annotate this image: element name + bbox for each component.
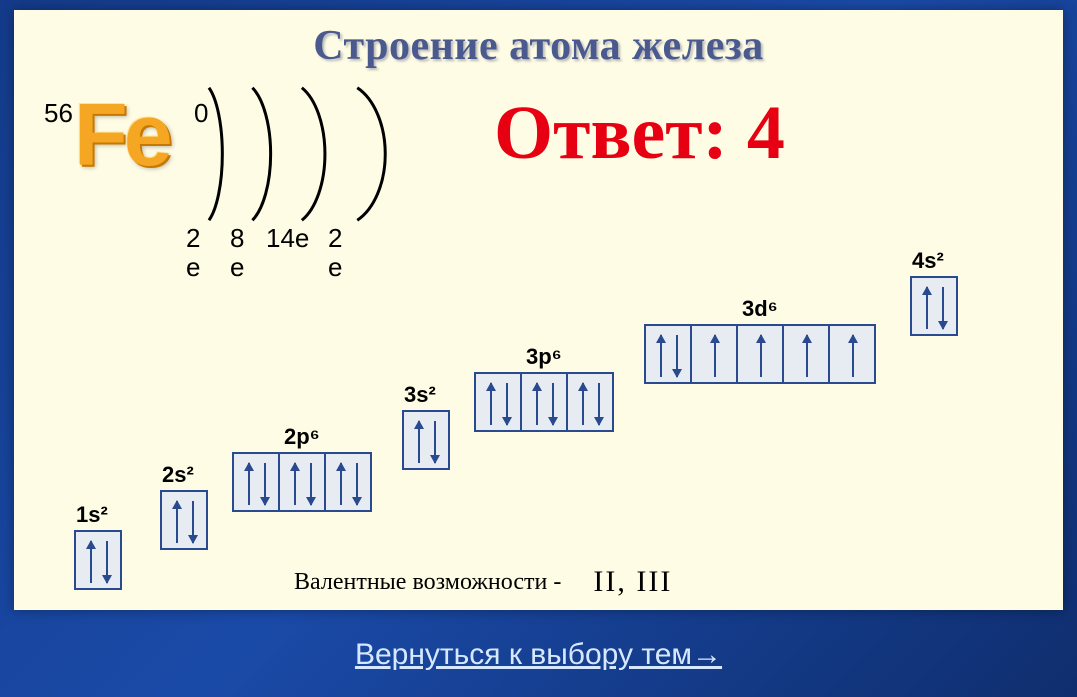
orbital-label: 4s²	[912, 248, 944, 274]
spin-down-icon	[552, 383, 554, 425]
spin-up-icon	[340, 463, 342, 505]
slide-root: Строение атома железа 56 Fe 0 2e8e14e2e …	[0, 0, 1077, 697]
orbital-box	[782, 324, 830, 384]
slide-title: Строение атома железа	[14, 22, 1063, 70]
orbital-label: 3p⁶	[526, 344, 562, 370]
orbital-box	[736, 324, 784, 384]
back-link[interactable]: Вернуться к выбору тем→	[355, 638, 722, 671]
answer-text: Ответ: 4	[494, 90, 785, 177]
valence-text: Валентные возможности - II, III	[294, 565, 672, 599]
spin-down-icon	[598, 383, 600, 425]
orbital-label: 3d⁶	[742, 296, 778, 322]
spin-up-icon	[536, 383, 538, 425]
spin-up-icon	[852, 335, 854, 377]
valence-values: II, III	[593, 565, 672, 598]
shell-arcs-svg	[188, 86, 448, 256]
orbital-box	[520, 372, 568, 432]
spin-up-icon	[714, 335, 716, 377]
orbital-box	[474, 372, 522, 432]
shell-arc	[357, 88, 385, 220]
spin-down-icon	[264, 463, 266, 505]
orbital-label: 1s²	[76, 502, 108, 528]
orbital-box	[160, 490, 208, 550]
orbital-label: 3s²	[404, 382, 436, 408]
orbital-box	[566, 372, 614, 432]
orbital-box	[644, 324, 692, 384]
spin-up-icon	[490, 383, 492, 425]
content-card: Строение атома железа 56 Fe 0 2e8e14e2e …	[14, 10, 1063, 610]
spin-down-icon	[942, 287, 944, 329]
orbital-box	[402, 410, 450, 470]
orbital-label: 2s²	[162, 462, 194, 488]
orbital-diagram: 1s²2s²2p⁶3s²3p⁶3d⁶4s²	[74, 262, 1034, 592]
shell-arc	[302, 88, 325, 220]
spin-up-icon	[582, 383, 584, 425]
spin-down-icon	[506, 383, 508, 425]
orbital-box	[232, 452, 280, 512]
mass-number: 56	[44, 98, 73, 129]
element-symbol: Fe	[74, 84, 169, 186]
orbital-box	[910, 276, 958, 336]
shell-arc	[209, 88, 222, 220]
spin-down-icon	[434, 421, 436, 463]
spin-up-icon	[176, 501, 178, 543]
spin-up-icon	[248, 463, 250, 505]
spin-down-icon	[356, 463, 358, 505]
spin-down-icon	[676, 335, 678, 377]
spin-up-icon	[90, 541, 92, 583]
spin-up-icon	[660, 335, 662, 377]
orbital-box	[74, 530, 122, 590]
spin-down-icon	[106, 541, 108, 583]
electron-shells: 2e8e14e2e	[188, 86, 448, 256]
valence-label: Валентные возможности -	[294, 569, 561, 595]
shell-arc	[252, 88, 270, 220]
orbital-box	[278, 452, 326, 512]
spin-up-icon	[760, 335, 762, 377]
orbital-label: 2p⁶	[284, 424, 320, 450]
orbital-box	[324, 452, 372, 512]
spin-up-icon	[926, 287, 928, 329]
orbital-box	[690, 324, 738, 384]
spin-down-icon	[310, 463, 312, 505]
spin-up-icon	[806, 335, 808, 377]
spin-down-icon	[192, 501, 194, 543]
spin-up-icon	[294, 463, 296, 505]
shell-electron-count: 14e	[266, 224, 309, 253]
spin-up-icon	[418, 421, 420, 463]
orbital-box	[828, 324, 876, 384]
back-link-container: Вернуться к выбору тем→	[0, 638, 1077, 672]
